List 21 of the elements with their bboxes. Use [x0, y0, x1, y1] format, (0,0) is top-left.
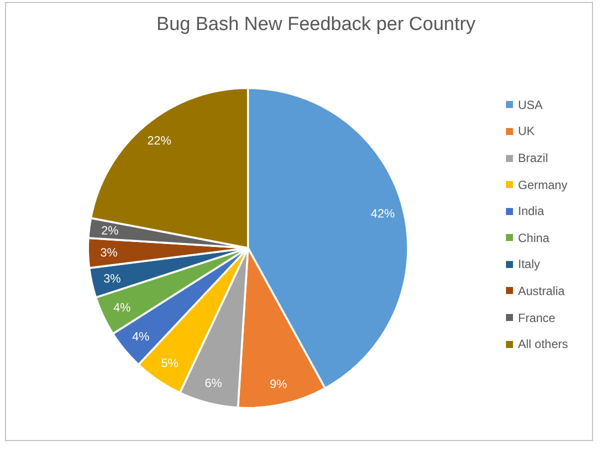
data-label: 42% — [370, 206, 396, 220]
legend-label: China — [518, 230, 550, 245]
data-label: 4% — [132, 330, 150, 344]
data-label: 9% — [270, 376, 288, 391]
data-label: 3% — [100, 245, 118, 260]
legend-label: Australia — [518, 284, 565, 298]
legend-label: India — [518, 204, 544, 218]
legend-label: USA — [518, 98, 543, 112]
legend-label: Germany — [518, 178, 568, 192]
legend-label: Brazil — [518, 151, 548, 166]
legend-label: France — [518, 310, 556, 325]
data-label: 4% — [113, 300, 132, 314]
legend-label: All others — [518, 337, 568, 352]
chart-title: Bug Bash New Feedback per Country — [156, 14, 476, 36]
legend-label: Italy — [518, 257, 540, 272]
data-label: 5% — [161, 356, 179, 370]
data-label: 6% — [204, 376, 222, 390]
legend-label: UK — [518, 124, 535, 138]
data-label: 2% — [101, 224, 119, 238]
data-label: 22% — [147, 134, 172, 148]
data-label: 3% — [103, 271, 122, 286]
